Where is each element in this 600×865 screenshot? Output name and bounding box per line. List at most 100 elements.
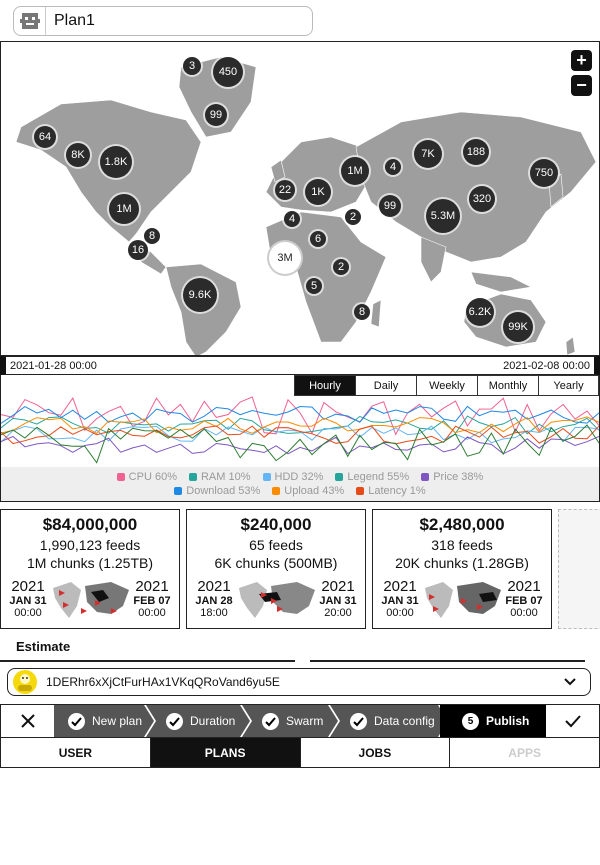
range-monthly[interactable]: Monthly bbox=[477, 375, 538, 396]
map-cluster[interactable]: 2 bbox=[333, 259, 349, 275]
timeline-start: 2021-01-28 00:00 bbox=[10, 359, 97, 372]
map-cluster[interactable]: 4 bbox=[385, 159, 401, 175]
zoom-out-button[interactable]: − bbox=[571, 75, 592, 96]
chevron-down-icon[interactable] bbox=[562, 674, 578, 690]
step-data-config[interactable]: Data config bbox=[330, 705, 448, 737]
plan-title[interactable]: Plan1 bbox=[54, 12, 95, 29]
map-cluster[interactable]: 6 bbox=[310, 231, 326, 247]
map-cluster[interactable]: 8K bbox=[66, 143, 90, 167]
map-cluster[interactable]: 1K bbox=[305, 179, 331, 205]
card-amount: $240,000 bbox=[240, 515, 312, 534]
range-daily[interactable]: Daily bbox=[355, 375, 416, 396]
card-feeds: 65 feeds bbox=[249, 537, 303, 553]
card-amount: $84,000,000 bbox=[42, 515, 138, 534]
tab-jobs[interactable]: JOBS bbox=[301, 738, 451, 767]
plan-wizard: New plan Duration Swarm Data config 5 Pu… bbox=[0, 704, 600, 738]
map-cluster[interactable]: 6.2K bbox=[466, 298, 494, 326]
zoom-in-button[interactable]: + bbox=[571, 50, 592, 71]
step-number: 5 bbox=[462, 712, 479, 730]
card-feeds: 1,990,123 feeds bbox=[39, 537, 141, 553]
map-cluster[interactable]: 320 bbox=[469, 186, 495, 212]
step-new-plan[interactable]: New plan bbox=[54, 705, 154, 737]
map-cluster[interactable]: 5.3M bbox=[426, 199, 460, 233]
legend-ram[interactable]: RAM 10% bbox=[188, 470, 251, 484]
card-start-date: 2021 JAN 31 00:00 bbox=[9, 578, 47, 619]
legend-cpu[interactable]: CPU 60% bbox=[116, 470, 177, 484]
timeline-range[interactable]: 2021-01-28 00:00 2021-02-08 00:00 bbox=[0, 356, 600, 375]
map-cluster[interactable]: 4 bbox=[284, 211, 300, 227]
estimate-divider bbox=[0, 660, 585, 662]
account-avatar-icon bbox=[13, 670, 37, 694]
plan-card[interactable]: $240,000 65 feeds 6K chunks (500MB) 2021… bbox=[186, 509, 366, 629]
card-amount: $2,480,000 bbox=[419, 515, 505, 534]
range-weekly[interactable]: Weekly bbox=[416, 375, 477, 396]
world-map[interactable]: + − 3 450 99 64 8K 1.8K 1M 8 16 9.6K 22 … bbox=[0, 41, 600, 356]
legend-legend[interactable]: Legend 55% bbox=[335, 470, 409, 484]
map-cluster[interactable]: 1M bbox=[109, 194, 139, 224]
step-duration[interactable]: Duration bbox=[146, 705, 250, 737]
map-cluster[interactable]: 750 bbox=[530, 159, 558, 187]
card-chunks: 1M chunks (1.25TB) bbox=[26, 555, 154, 571]
metric-line bbox=[1, 416, 599, 435]
map-cluster[interactable]: 188 bbox=[463, 139, 489, 165]
plan-header[interactable]: Plan1 bbox=[13, 6, 313, 36]
step-publish[interactable]: 5 Publish bbox=[440, 705, 546, 737]
legend-download[interactable]: Download 53% bbox=[174, 484, 260, 498]
card-end-date: 2021 JAN 31 20:00 bbox=[319, 578, 357, 619]
legend-price[interactable]: Price 38% bbox=[421, 470, 483, 484]
tab-plans[interactable]: PLANS bbox=[150, 738, 301, 767]
map-cluster[interactable]: 22 bbox=[275, 180, 295, 200]
map-cluster[interactable]: 450 bbox=[213, 57, 243, 87]
plan-card[interactable]: $2,480,000 318 feeds 20K chunks (1.28GB)… bbox=[372, 509, 552, 629]
map-cluster[interactable]: 5 bbox=[306, 278, 322, 294]
map-cluster[interactable]: 8 bbox=[144, 228, 160, 244]
legend-upload[interactable]: Upload 43% bbox=[272, 484, 344, 498]
map-cluster[interactable]: 99 bbox=[205, 104, 227, 126]
metric-line bbox=[1, 424, 599, 464]
check-icon bbox=[262, 713, 279, 730]
card-feeds: 318 feeds bbox=[431, 537, 493, 553]
mini-map-icon bbox=[239, 582, 315, 618]
check-icon bbox=[68, 713, 85, 730]
tab-user[interactable]: USER bbox=[1, 738, 151, 767]
map-cluster[interactable]: 9.6K bbox=[183, 278, 217, 312]
map-cluster[interactable]: 16 bbox=[128, 240, 148, 260]
map-cluster[interactable]: 3 bbox=[183, 57, 201, 75]
map-cluster[interactable]: 1M bbox=[341, 157, 369, 185]
legend-latency[interactable]: Latency 1% bbox=[356, 484, 426, 498]
legend-hdd[interactable]: HDD 32% bbox=[262, 470, 323, 484]
card-end-date: 2021 FEB 07 00:00 bbox=[133, 578, 171, 619]
map-cluster[interactable]: 99K bbox=[503, 312, 533, 342]
metrics-chart: Hourly Daily Weekly Monthly Yearly CPU 6… bbox=[0, 375, 600, 502]
range-selector[interactable]: Hourly Daily Weekly Monthly Yearly bbox=[294, 375, 599, 396]
close-icon bbox=[20, 714, 35, 728]
metric-line bbox=[1, 425, 599, 444]
range-yearly[interactable]: Yearly bbox=[538, 375, 599, 396]
mini-map-icon bbox=[53, 582, 129, 618]
account-select[interactable]: 1DERhr6xXjCtFurHAx1VKqQRoVand6yu5E bbox=[7, 668, 591, 696]
add-card-placeholder[interactable] bbox=[558, 509, 600, 629]
estimate-label: Estimate bbox=[16, 639, 71, 654]
map-cluster[interactable]: 2 bbox=[345, 209, 361, 225]
metric-line bbox=[1, 396, 599, 436]
card-end-date: 2021 FEB 07 00:00 bbox=[505, 578, 543, 619]
close-wizard-button[interactable] bbox=[1, 705, 54, 737]
card-chunks: 6K chunks (500MB) bbox=[214, 555, 338, 571]
map-cluster[interactable]: 1.8K bbox=[100, 146, 132, 178]
map-cluster[interactable]: 64 bbox=[34, 126, 56, 148]
metric-line bbox=[1, 405, 599, 424]
range-hourly[interactable]: Hourly bbox=[294, 375, 355, 396]
tab-apps: APPS bbox=[508, 745, 541, 760]
map-cluster[interactable]: 99 bbox=[379, 195, 401, 217]
plan-card[interactable]: $84,000,000 1,990,123 feeds 1M chunks (1… bbox=[0, 509, 180, 629]
chart-legend: CPU 60% RAM 10% HDD 32% Legend 55% Price… bbox=[1, 467, 599, 501]
account-address: 1DERhr6xXjCtFurHAx1VKqQRoVand6yu5E bbox=[46, 675, 280, 689]
confirm-wizard-button[interactable] bbox=[546, 705, 599, 737]
map-land-shapes bbox=[15, 56, 597, 355]
check-icon bbox=[166, 713, 183, 730]
map-cluster-selected[interactable]: 3M bbox=[269, 242, 301, 274]
map-cluster[interactable]: 7K bbox=[414, 140, 442, 168]
plan-cards: $84,000,000 1,990,123 feeds 1M chunks (1… bbox=[0, 509, 600, 629]
step-swarm[interactable]: Swarm bbox=[242, 705, 338, 737]
map-cluster[interactable]: 8 bbox=[354, 304, 370, 320]
